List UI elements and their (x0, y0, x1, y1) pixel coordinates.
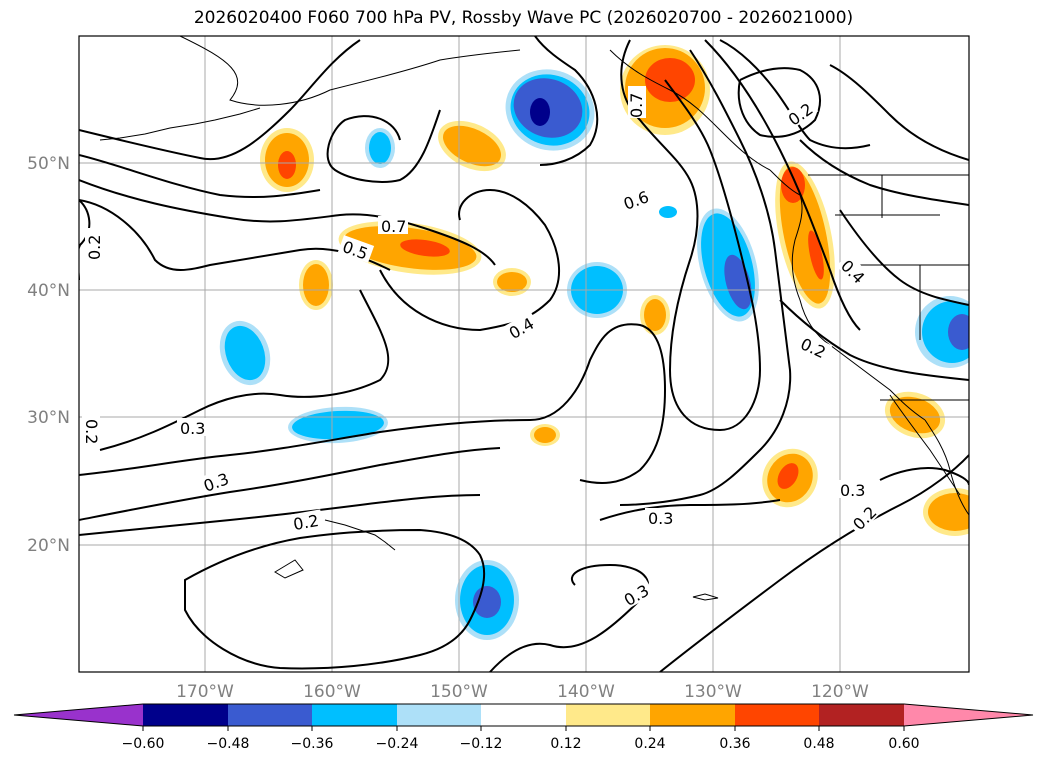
contour-line (829, 64, 969, 161)
contour-label: 0.7 (627, 93, 646, 118)
patch-neg (659, 206, 677, 218)
contour-line (79, 199, 391, 271)
map-title: 2026020400 F060 700 hPa PV, Rossby Wave … (193, 8, 854, 28)
contour-line (79, 179, 496, 266)
contour-line (620, 39, 762, 432)
contour-line (79, 447, 501, 521)
colorbar-tick-label: 0.24 (634, 736, 665, 752)
patch-pos (443, 125, 501, 167)
patch-pos (928, 493, 969, 531)
contour-line (184, 528, 486, 670)
colorbar-extend-low (14, 704, 143, 726)
contour-line (839, 209, 969, 306)
patch-neg (369, 132, 391, 164)
contour-line (534, 36, 599, 166)
lon-label: 150°W (430, 682, 488, 702)
contour-line (704, 39, 861, 331)
colorbar-segment (819, 704, 904, 726)
patch-neg (948, 314, 969, 350)
map-frame (78, 35, 970, 673)
colorbar-tick-label: 0.36 (719, 736, 750, 752)
contour-line (326, 109, 441, 183)
patch-neg (292, 410, 384, 440)
colorbar-segment (397, 704, 481, 726)
contour-line (79, 39, 361, 161)
colorbar-segment (566, 704, 650, 726)
gridlines (79, 36, 969, 672)
contour-line (779, 299, 969, 381)
lon-axis-labels: 170°W 160°W 150°W 140°W 130°W 120°W (176, 682, 869, 702)
patch-neg (224, 325, 266, 381)
contour-label: 0.3 (648, 509, 673, 528)
patch-pos (777, 463, 799, 489)
contour-label: 0.2 (292, 511, 320, 534)
contour-line (79, 154, 321, 199)
colorbar-tick-label: 0.12 (550, 736, 581, 752)
lat-label: 20°N (27, 536, 70, 556)
contour-line (659, 454, 969, 672)
colorbar-tick-label: −0.12 (460, 736, 503, 752)
patch-pos (808, 230, 824, 280)
colorbar-tick-label: −0.36 (291, 736, 334, 752)
colorbar-tick-label: −0.48 (207, 736, 250, 752)
colorbar-segment (481, 704, 566, 726)
patch-pos (278, 151, 296, 179)
contour-label: 0.2 (85, 235, 104, 260)
contour-label: 0.3 (840, 481, 865, 500)
lon-label: 160°W (303, 682, 361, 702)
mexico-coast (924, 419, 969, 516)
colorbar-segment (312, 704, 397, 726)
patch-neg (530, 98, 550, 126)
contour-line (79, 323, 667, 484)
contour-label: 0.2 (82, 419, 101, 444)
alaska-panhandle (609, 49, 771, 171)
lat-label: 50°N (27, 154, 70, 174)
colorbar-segment (735, 704, 819, 726)
patch-pos (497, 272, 527, 292)
colorbar-extend-high (904, 704, 1033, 726)
contour-line (799, 139, 969, 206)
contour-line (379, 188, 561, 332)
hawaii-islands (324, 519, 396, 551)
lon-label: 170°W (176, 682, 234, 702)
contour-line (619, 49, 792, 506)
contour-line (599, 499, 781, 521)
contour-line (737, 67, 821, 138)
contour-line (79, 494, 481, 536)
contour-line (79, 199, 91, 280)
colorbar-tick-label: −0.24 (376, 736, 419, 752)
lon-label: 120°W (811, 682, 869, 702)
lat-label: 40°N (27, 281, 70, 301)
lat-label: 30°N (27, 408, 70, 428)
alaska-coast (179, 36, 521, 106)
lon-label: 130°W (684, 682, 742, 702)
colorbar: −0.60 −0.48 −0.36 −0.24 −0.12 0.12 0.24 … (13, 703, 1034, 752)
colorbar-segment (228, 704, 312, 726)
patch-pos (400, 239, 450, 257)
contour-label: 0.3 (180, 419, 205, 438)
small-island (274, 559, 304, 579)
colorbar-segment (143, 704, 228, 726)
small-island (692, 593, 719, 601)
patch-pos (303, 264, 329, 306)
contour-line (879, 467, 969, 486)
aleutian-islands (99, 107, 261, 141)
colorbar-tick-label: 0.60 (888, 736, 919, 752)
pv-contours (79, 36, 969, 672)
contour-label: 0.7 (381, 217, 406, 236)
patch-pos (644, 299, 666, 331)
lat-axis-labels: 50°N 40°N 30°N 20°N (27, 154, 70, 556)
baja-california (889, 394, 961, 496)
lon-label: 140°W (557, 682, 615, 702)
patch-pos (534, 427, 556, 443)
contour-line (99, 289, 390, 451)
colorbar-tick-label: 0.48 (803, 736, 834, 752)
colorbar-segment (650, 704, 735, 726)
colorbar-tick-label: −0.60 (122, 736, 165, 752)
contour-labels: 0.7 0.5 0.6 0.4 0.3 0.3 0.2 0.2 0.2 0.3 … (82, 86, 882, 610)
patch-pos (645, 58, 695, 102)
